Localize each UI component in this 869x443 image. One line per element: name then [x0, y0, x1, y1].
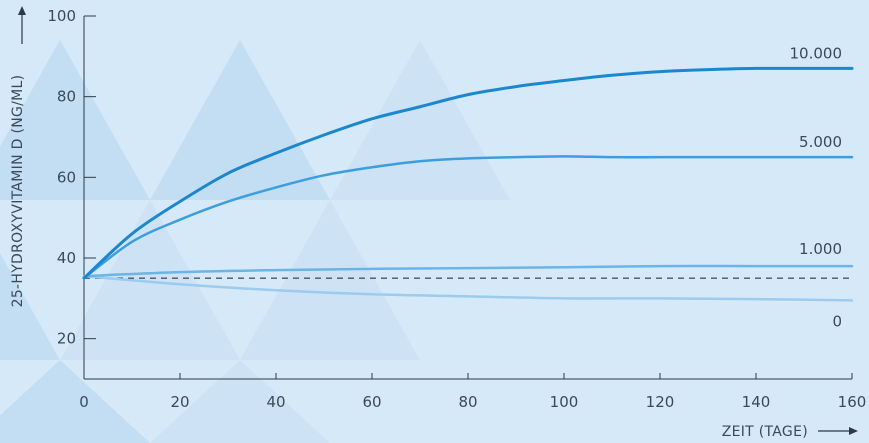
background-triangle [150, 40, 330, 200]
y-axis-title: 25-HYDROXYVITAMIN D (NG/ML) [10, 75, 26, 308]
x-tick-label: 140 [742, 393, 771, 411]
background-pattern [0, 40, 510, 443]
background-triangle [0, 40, 150, 200]
x-tick-label: 0 [79, 393, 89, 411]
series-label: 0 [832, 312, 842, 330]
background-triangle [0, 360, 150, 443]
series-line-10000 [82, 66, 854, 280]
background-triangle [240, 200, 420, 360]
series-line-5000 [82, 155, 854, 280]
background-triangle [0, 253, 60, 360]
y-tick-label: 100 [47, 7, 76, 25]
y-axis-arrow-head [18, 6, 26, 15]
x-tick-label: 40 [266, 393, 285, 411]
x-tick-label: 160 [838, 393, 867, 411]
x-tick-label: 100 [550, 393, 579, 411]
x-tick-label: 120 [646, 393, 675, 411]
background-triangle [150, 360, 330, 443]
x-axis-title: ZEIT (TAGE) [722, 424, 808, 440]
x-tick-label: 60 [362, 393, 381, 411]
y-tick-label: 40 [57, 249, 76, 267]
y-tick-label: 60 [57, 168, 76, 186]
series-line-0 [82, 274, 854, 302]
y-tick-label: 80 [57, 88, 76, 106]
y-tick-label: 20 [57, 330, 76, 348]
labels-group: 20 40 60 80 100 0 20 40 60 80 100 120 140 160 10.000 5.… [10, 6, 866, 440]
series-group [82, 66, 854, 302]
series-label: 1.000 [799, 240, 842, 258]
series-label: 5.000 [799, 133, 842, 151]
series-line-1000 [82, 264, 854, 278]
background-triangle [60, 200, 240, 360]
x-axis-arrow-head [849, 427, 858, 435]
series-label: 10.000 [790, 44, 843, 62]
tick-marks [83, 15, 853, 379]
x-tick-label: 80 [458, 393, 477, 411]
x-tick-label: 20 [170, 393, 189, 411]
background-triangle [330, 40, 510, 200]
